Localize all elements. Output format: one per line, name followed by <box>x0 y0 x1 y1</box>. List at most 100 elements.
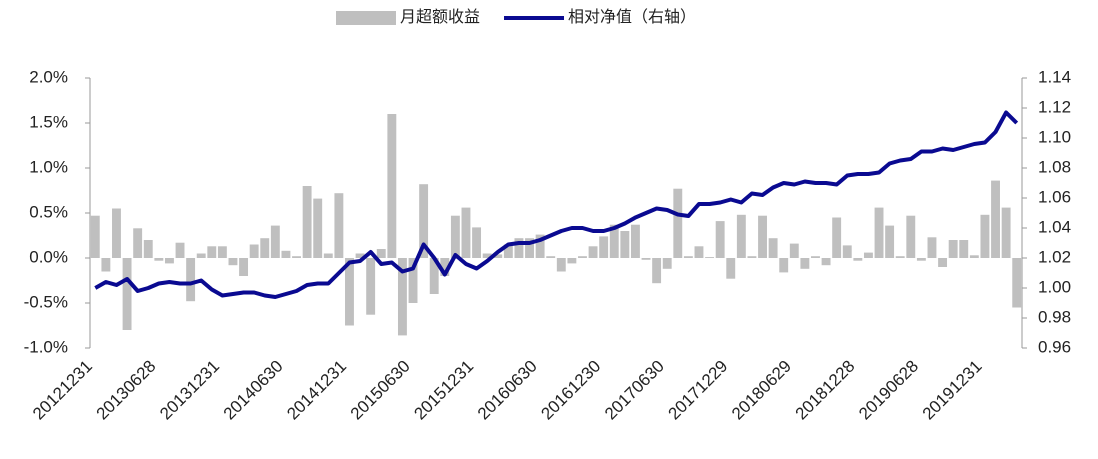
bar <box>535 234 545 258</box>
bar <box>959 240 969 258</box>
bar <box>397 258 407 336</box>
bar <box>440 258 450 276</box>
bar <box>789 243 799 258</box>
bar <box>811 256 820 258</box>
y2-tick-label: 1.12 <box>1038 97 1071 116</box>
bar <box>387 114 397 258</box>
bar <box>503 244 513 258</box>
x-tick-label: 20191231 <box>919 357 986 424</box>
bar <box>853 258 863 261</box>
bar <box>556 258 566 272</box>
bar <box>588 246 598 258</box>
bar <box>292 256 301 258</box>
bar <box>408 258 418 303</box>
bar <box>948 240 958 258</box>
bar <box>270 225 280 258</box>
bar <box>800 258 810 269</box>
bar <box>419 184 429 258</box>
bar <box>842 245 852 258</box>
x-tick-label: 20131231 <box>156 357 223 424</box>
bar <box>620 231 630 258</box>
bar <box>334 193 344 258</box>
x-tick-label: 20130628 <box>93 357 160 424</box>
y-tick-label: -1.0% <box>24 337 68 356</box>
bar <box>376 249 386 258</box>
y-tick-label: 1.0% <box>29 157 68 176</box>
bar <box>493 254 503 258</box>
x-tick-label: 20171229 <box>665 357 732 424</box>
bar <box>175 242 185 258</box>
x-tick-label: 20170630 <box>601 357 668 424</box>
bar <box>927 237 937 258</box>
line <box>94 110 1019 299</box>
bar <box>705 257 715 258</box>
y-tick-label: 2.0% <box>29 67 68 86</box>
bar <box>429 258 439 294</box>
bar <box>694 246 704 258</box>
bar <box>652 258 662 284</box>
bar <box>758 215 767 258</box>
bar <box>546 256 556 258</box>
bar <box>885 225 895 258</box>
bar <box>281 250 291 258</box>
bar <box>164 258 174 264</box>
bar <box>980 214 990 258</box>
y2-tick-label: 1.08 <box>1038 157 1071 176</box>
x-tick-label: 20181228 <box>792 357 859 424</box>
legend-label: 月超额收益 <box>400 8 480 26</box>
bar <box>726 258 736 279</box>
bar <box>133 228 143 258</box>
bar <box>991 180 1000 258</box>
bar <box>313 198 323 258</box>
bar <box>641 258 651 260</box>
y2-tick-label: 1.14 <box>1038 67 1071 86</box>
bar <box>143 240 153 258</box>
y2-tick-label: 1.02 <box>1038 247 1071 266</box>
bar <box>906 215 916 258</box>
bar <box>355 253 365 258</box>
bar <box>207 246 217 258</box>
bar <box>874 207 884 258</box>
bar <box>101 258 111 272</box>
bar <box>196 253 206 258</box>
bar <box>916 258 926 261</box>
bar <box>609 224 619 258</box>
bar <box>1001 207 1011 258</box>
bar <box>302 186 312 258</box>
y2-tick-label: 1.00 <box>1038 277 1071 296</box>
bar <box>461 207 471 258</box>
bar <box>747 256 757 258</box>
bar <box>345 258 354 326</box>
y-tick-label: 0.5% <box>29 202 68 221</box>
legend-bar <box>336 11 396 25</box>
bar <box>482 253 492 258</box>
y2-tick-label: 0.98 <box>1038 307 1071 326</box>
bar <box>863 252 873 258</box>
y2-tick-label: 1.04 <box>1038 217 1071 236</box>
x-tick-label: 20160630 <box>474 357 541 424</box>
x-tick-label: 20180629 <box>728 357 795 424</box>
bar <box>938 258 948 267</box>
bar <box>450 215 460 258</box>
x-tick-label: 20161230 <box>537 357 604 424</box>
bar <box>217 246 227 258</box>
bar <box>768 238 778 258</box>
bar <box>249 244 259 258</box>
bar <box>112 208 121 258</box>
bar <box>186 258 196 302</box>
bar <box>122 258 132 330</box>
bar <box>832 217 842 258</box>
y-tick-label: 0.0% <box>29 247 68 266</box>
x-tick-label: 20140630 <box>220 357 287 424</box>
bar <box>90 215 100 258</box>
y2-tick-label: 1.10 <box>1038 127 1071 146</box>
bar <box>154 258 164 261</box>
bar <box>239 258 249 276</box>
y-tick-label: -0.5% <box>24 292 68 311</box>
bar <box>673 188 683 258</box>
bar <box>599 236 609 258</box>
bar <box>228 258 238 266</box>
x-tick-label: 20150630 <box>347 357 414 424</box>
bar <box>1012 258 1022 308</box>
